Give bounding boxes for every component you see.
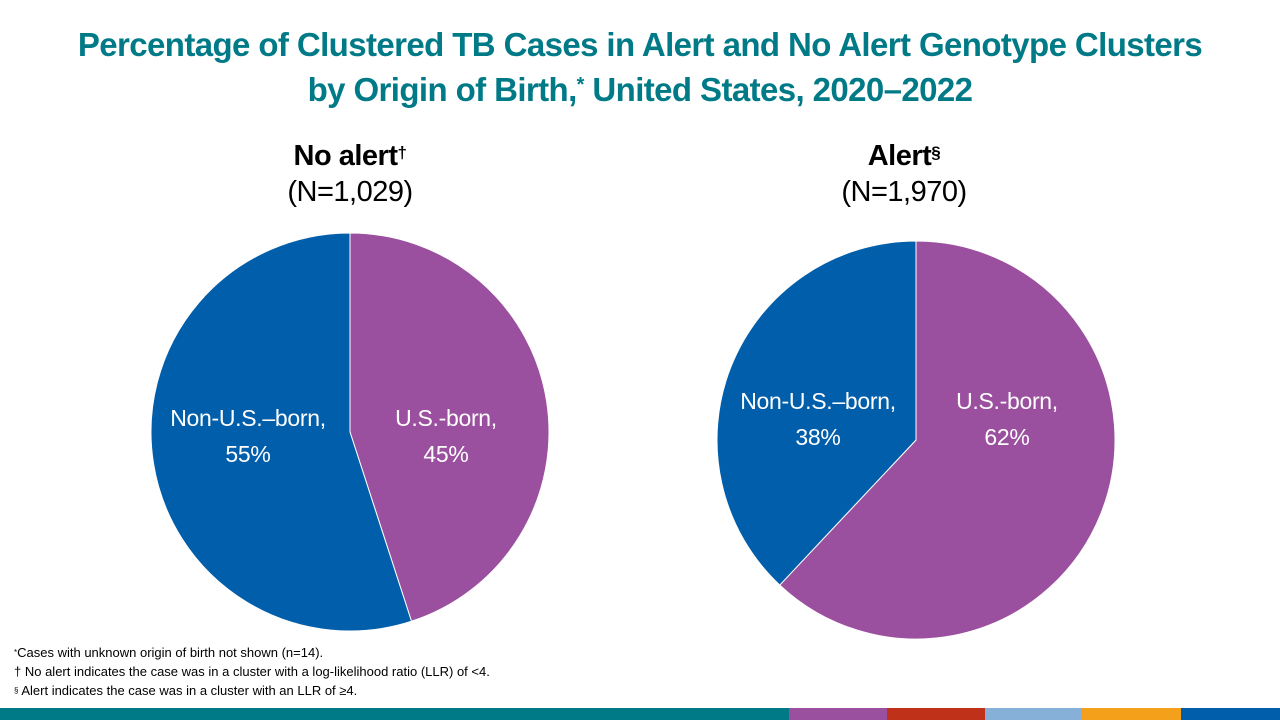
title-line-2: by Origin of Birth,* United States, 2020…	[0, 67, 1280, 112]
slide-title: Percentage of Clustered TB Cases in Aler…	[0, 22, 1280, 112]
title-line-1: Percentage of Clustered TB Cases in Aler…	[77, 26, 1203, 63]
footer-color-segment	[1181, 708, 1280, 720]
footnote: † No alert indicates the case was in a c…	[14, 664, 490, 679]
pie-count: (N=1,029)	[287, 176, 413, 208]
footnote: § Alert indicates the case was in a clus…	[14, 683, 358, 698]
footnotes: *Cases with unknown origin of birth not …	[14, 643, 490, 700]
footer-color-segment	[887, 708, 985, 720]
footer-color-segment	[0, 708, 789, 720]
pie-slice-non-us-born	[150, 232, 413, 632]
pie-slice-non-us-born	[716, 240, 917, 586]
title-text: by Origin of Birth,	[307, 71, 578, 108]
pie-heading: Alert	[867, 140, 932, 172]
slice-label-non-us-born-no-alert: Non-U.S.–born, 55%	[170, 405, 326, 467]
pie-heading: No alert	[293, 140, 398, 172]
footer-color-segment	[985, 708, 1082, 720]
pie-title-alert: Alert§ (N=1,970)	[704, 138, 1104, 210]
footer-color-segment	[1082, 708, 1181, 720]
title-text: United States, 2020–2022	[583, 71, 973, 108]
pie-count: (N=1,970)	[841, 176, 967, 208]
pie-slice-us-born	[779, 240, 1116, 640]
pie-slice-us-born	[349, 232, 550, 622]
footnote-mark: †	[397, 143, 407, 162]
footnote: *Cases with unknown origin of birth not …	[14, 645, 324, 660]
slice-label-us-born-alert: U.S.-born, 62%	[956, 388, 1058, 450]
pie-title-no-alert: No alert† (N=1,029)	[150, 138, 550, 210]
footnote-mark: §	[931, 143, 941, 162]
slice-label-us-born-no-alert: U.S.-born, 45%	[395, 405, 497, 467]
slice-label-non-us-born-alert: Non-U.S.–born, 38%	[740, 388, 896, 450]
footnote-mark: *	[576, 74, 585, 96]
footer-color-segment	[789, 708, 887, 720]
